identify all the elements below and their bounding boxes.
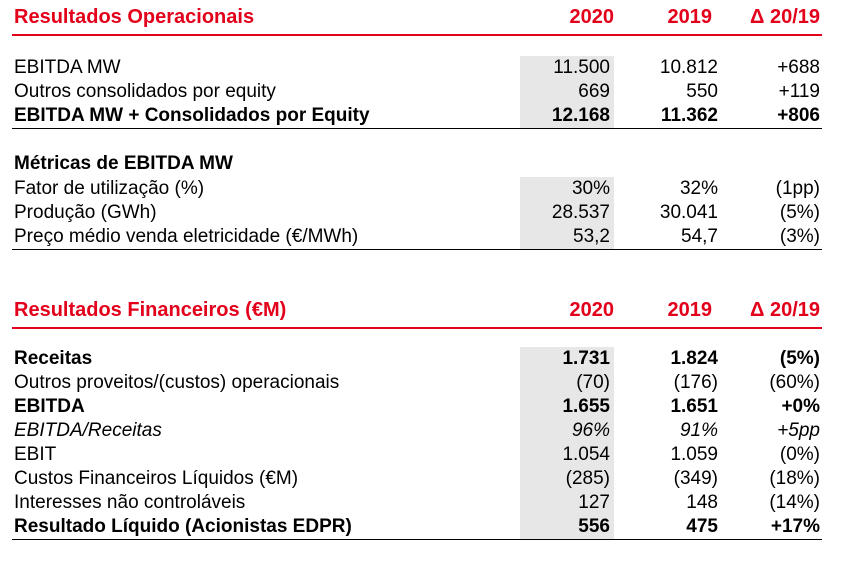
table-row: EBITDA 1.655 1.651 +0% bbox=[12, 395, 822, 419]
row-label: Custos Financeiros Líquidos (€M) bbox=[14, 468, 299, 489]
value-delta: (3%) bbox=[779, 226, 820, 247]
table-row: Outros proveitos/(custos) operacionais (… bbox=[12, 371, 822, 395]
value-2019: 550 bbox=[686, 81, 718, 102]
value-2019: (349) bbox=[673, 468, 718, 489]
financial-results-section: Resultados Financeiros (€M) 2020 2019 Δ … bbox=[12, 293, 822, 540]
value-delta: (0%) bbox=[779, 444, 820, 465]
value-2019: 1.651 bbox=[670, 396, 718, 417]
value-delta: (60%) bbox=[769, 372, 820, 393]
operational-header: Resultados Operacionais 2020 2019 Δ 20/1… bbox=[12, 0, 822, 36]
value-delta: +119 bbox=[778, 81, 820, 102]
table-row: Receitas 1.731 1.824 (5%) bbox=[12, 347, 822, 371]
row-label: EBITDA bbox=[14, 396, 85, 417]
table-row: Outros consolidados por equity 669 550 +… bbox=[12, 80, 822, 104]
col-header-2019: 2019 bbox=[667, 6, 713, 28]
row-label: Resultado Líquido (Acionistas EDPR) bbox=[14, 516, 352, 537]
value-2019: (176) bbox=[673, 372, 718, 393]
value-delta: +806 bbox=[777, 105, 820, 126]
value-2019: 11.362 bbox=[660, 105, 718, 126]
value-2020: 1.054 bbox=[520, 443, 614, 467]
row-label: EBITDA MW + Consolidados por Equity bbox=[14, 105, 370, 126]
table-row: Produção (GWh) 28.537 30.041 (5%) bbox=[12, 201, 822, 225]
row-label: Fator de utilização (%) bbox=[14, 178, 205, 199]
value-2020: 30% bbox=[520, 177, 614, 201]
value-delta: +0% bbox=[781, 396, 820, 417]
value-2019: 30.041 bbox=[659, 202, 718, 223]
col-header-2020: 2020 bbox=[569, 6, 615, 28]
value-2020: 1.731 bbox=[520, 347, 614, 371]
row-label: Outros proveitos/(custos) operacionais bbox=[14, 372, 340, 393]
row-label: Preço médio venda eletricidade (€/MWh) bbox=[14, 226, 359, 247]
col-header-2020: 2020 bbox=[569, 299, 615, 321]
row-label: Outros consolidados por equity bbox=[14, 81, 276, 102]
operational-results-section: Resultados Operacionais 2020 2019 Δ 20/1… bbox=[12, 0, 822, 250]
operational-title: Resultados Operacionais bbox=[14, 6, 255, 28]
value-2020: 12.168 bbox=[520, 104, 614, 128]
table-row-total: EBITDA MW + Consolidados por Equity 12.1… bbox=[12, 104, 822, 129]
table-row: EBIT 1.054 1.059 (0%) bbox=[12, 443, 822, 467]
table-row: Preço médio venda eletricidade (€/MWh) 5… bbox=[12, 225, 822, 250]
value-delta: (14%) bbox=[769, 492, 820, 513]
row-label: EBITDA MW bbox=[14, 57, 121, 78]
value-2019: 54,7 bbox=[681, 226, 718, 247]
value-delta: +5pp bbox=[777, 420, 820, 441]
row-label: Produção (GWh) bbox=[14, 202, 157, 223]
value-2020: 28.537 bbox=[520, 201, 614, 225]
value-2019: 91% bbox=[679, 420, 718, 441]
value-2020: 96% bbox=[520, 419, 614, 443]
value-delta: (5%) bbox=[779, 202, 820, 223]
table-row: Interesses não controláveis 127 148 (14%… bbox=[12, 491, 822, 515]
value-2019: 1.824 bbox=[670, 348, 718, 369]
metrics-subheading: Métricas de EBITDA MW bbox=[14, 153, 233, 174]
financial-title: Resultados Financeiros (€M) bbox=[14, 299, 287, 321]
value-2020: 11.500 bbox=[520, 56, 614, 80]
value-2020: (70) bbox=[520, 371, 614, 395]
row-label: EBITDA/Receitas bbox=[14, 420, 162, 441]
value-delta: +688 bbox=[777, 57, 820, 78]
value-delta: +17% bbox=[770, 516, 820, 537]
col-header-delta: Δ 20/19 bbox=[750, 6, 820, 28]
value-2020: 669 bbox=[520, 80, 614, 104]
row-label: Interesses não controláveis bbox=[14, 492, 246, 513]
value-2020: 53,2 bbox=[520, 225, 614, 249]
table-row: EBITDA MW 11.500 10.812 +688 bbox=[12, 56, 822, 80]
table-row-total: Resultado Líquido (Acionistas EDPR) 556 … bbox=[12, 515, 822, 540]
col-header-2019: 2019 bbox=[667, 299, 713, 321]
value-2019: 1.059 bbox=[670, 444, 718, 465]
value-delta: (18%) bbox=[769, 468, 820, 489]
value-2019: 148 bbox=[686, 492, 718, 513]
value-2020: 1.655 bbox=[520, 395, 614, 419]
value-2020: 556 bbox=[520, 515, 614, 539]
table-row: Custos Financeiros Líquidos (€M) (285) (… bbox=[12, 467, 822, 491]
value-2020: 127 bbox=[520, 491, 614, 515]
col-header-delta: Δ 20/19 bbox=[750, 299, 820, 321]
value-delta: (1pp) bbox=[775, 178, 820, 199]
value-2019: 475 bbox=[686, 516, 718, 537]
value-2020: (285) bbox=[520, 467, 614, 491]
financial-header: Resultados Financeiros (€M) 2020 2019 Δ … bbox=[12, 293, 822, 329]
table-row: Fator de utilização (%) 30% 32% (1pp) bbox=[12, 177, 822, 201]
row-label: EBIT bbox=[14, 444, 57, 465]
row-label: Receitas bbox=[14, 348, 93, 369]
table-row: EBITDA/Receitas 96% 91% +5pp bbox=[12, 419, 822, 443]
value-delta: (5%) bbox=[779, 348, 820, 369]
value-2019: 32% bbox=[679, 178, 718, 199]
value-2019: 10.812 bbox=[659, 57, 718, 78]
